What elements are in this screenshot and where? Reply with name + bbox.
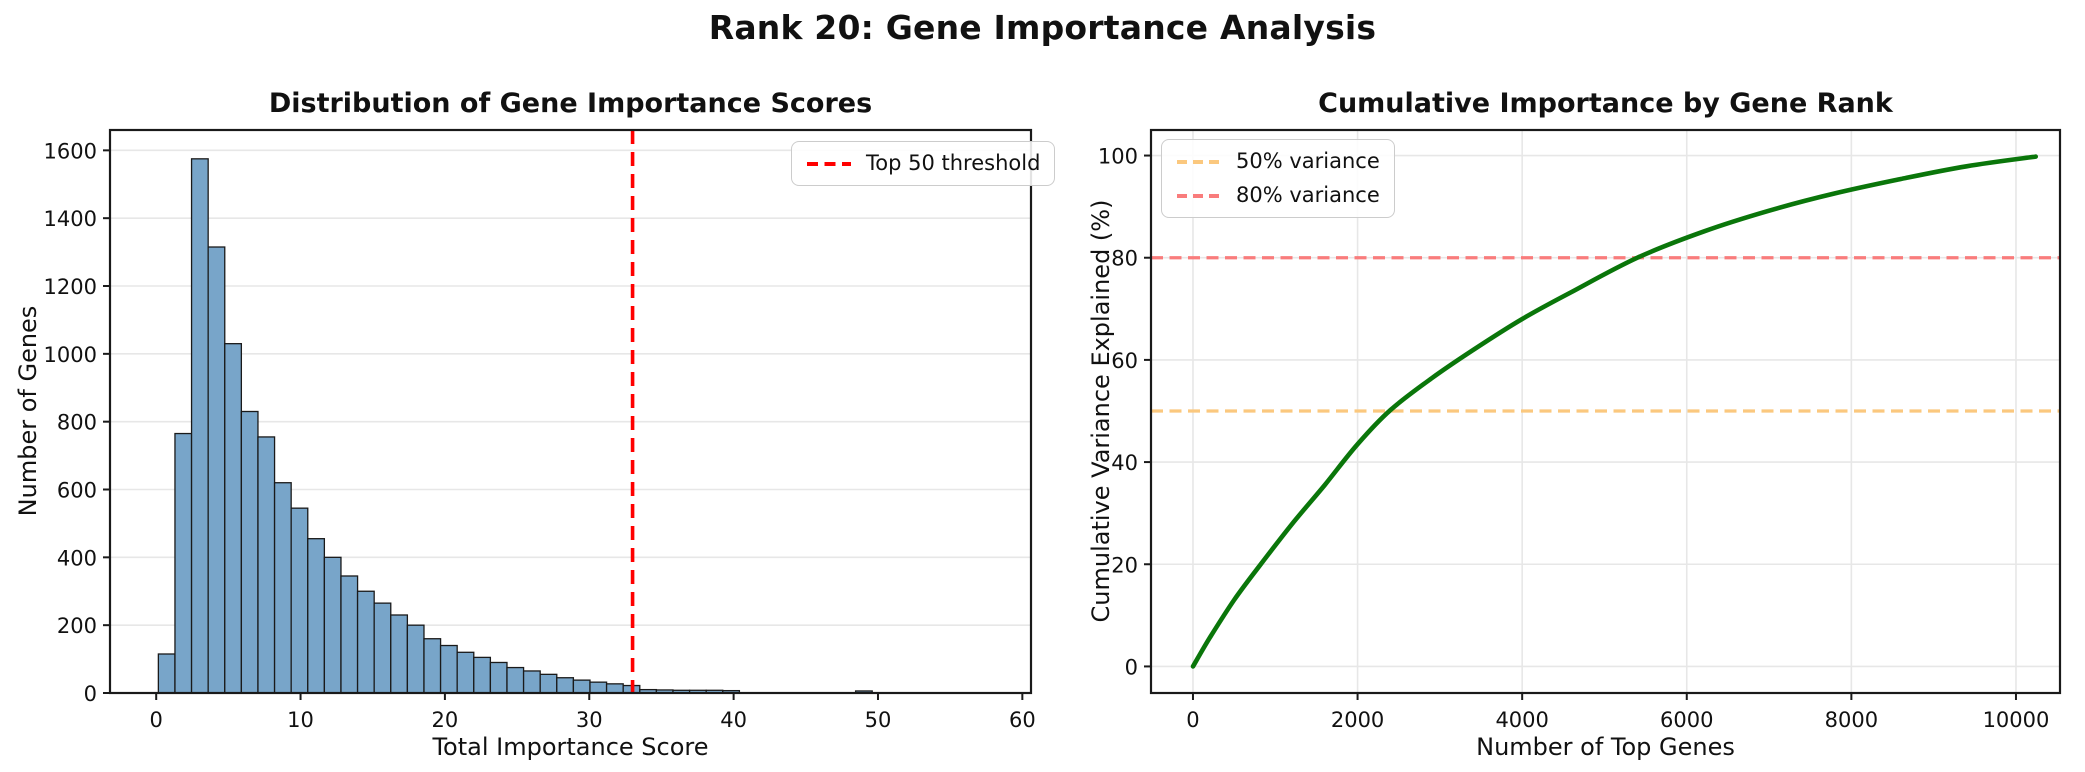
svg-text:200: 200: [57, 614, 97, 638]
svg-text:20: 20: [1111, 553, 1138, 577]
legend-entry-80-variance: 80% variance: [1176, 182, 1380, 209]
svg-text:400: 400: [57, 546, 97, 570]
svg-text:0: 0: [1125, 655, 1138, 679]
svg-text:4000: 4000: [1495, 708, 1548, 732]
svg-text:80: 80: [1111, 247, 1138, 271]
svg-text:10000: 10000: [1983, 708, 2050, 732]
svg-text:2000: 2000: [1331, 708, 1384, 732]
cumulative-xlabel: Number of Top Genes: [1476, 733, 1735, 761]
cumulative-title: Cumulative Importance by Gene Rank: [1318, 88, 1893, 119]
svg-text:1600: 1600: [44, 139, 97, 163]
histogram-title: Distribution of Gene Importance Scores: [268, 88, 873, 119]
cumulative-legend: 50% variance 80% variance: [1161, 139, 1395, 218]
svg-text:40: 40: [720, 708, 747, 732]
svg-text:8000: 8000: [1825, 708, 1878, 732]
svg-text:800: 800: [57, 411, 97, 435]
legend-label-50-variance: 50% variance: [1236, 149, 1380, 173]
svg-text:1200: 1200: [44, 275, 97, 299]
red-dashed-line-icon: [1177, 193, 1221, 198]
svg-text:1400: 1400: [44, 207, 97, 231]
figure-title: Rank 20: Gene Importance Analysis: [708, 8, 1377, 47]
svg-text:60: 60: [1009, 708, 1036, 732]
svg-text:0: 0: [150, 708, 163, 732]
legend-entry-threshold: Top 50 threshold: [806, 150, 1040, 177]
svg-text:40: 40: [1111, 451, 1138, 475]
svg-text:600: 600: [57, 479, 97, 503]
svg-text:0: 0: [1186, 708, 1199, 732]
svg-text:1000: 1000: [44, 343, 97, 367]
svg-text:50: 50: [865, 708, 892, 732]
red-dashed-line-icon: [807, 161, 851, 166]
cumulative-ylabel: Cumulative Variance Explained (%): [1087, 199, 1115, 623]
histogram-xlabel: Total Importance Score: [432, 733, 709, 761]
svg-text:100: 100: [1098, 145, 1138, 169]
legend-entry-50-variance: 50% variance: [1176, 148, 1380, 175]
histogram-ylabel: Number of Genes: [14, 305, 42, 517]
svg-text:0: 0: [84, 682, 97, 706]
orange-dashed-line-icon: [1177, 159, 1221, 164]
legend-label-80-variance: 80% variance: [1236, 183, 1380, 207]
svg-text:6000: 6000: [1660, 708, 1713, 732]
legend-label-threshold: Top 50 threshold: [866, 151, 1041, 175]
svg-text:60: 60: [1111, 349, 1138, 373]
svg-text:20: 20: [432, 708, 459, 732]
svg-text:30: 30: [576, 708, 603, 732]
svg-text:10: 10: [287, 708, 314, 732]
histogram-legend: Top 50 threshold: [791, 141, 1056, 186]
